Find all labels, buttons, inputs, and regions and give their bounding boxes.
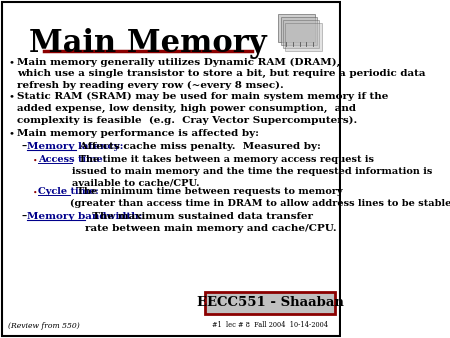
Text: Access time:: Access time:	[38, 155, 106, 164]
Text: –: –	[21, 212, 27, 221]
Text: –: –	[21, 142, 27, 151]
Text: •: •	[9, 58, 14, 67]
FancyBboxPatch shape	[205, 292, 335, 314]
Text: Memory bandwidth:: Memory bandwidth:	[27, 212, 143, 221]
Text: The maximum sustained data transfer
rate between main memory and cache/CPU.: The maximum sustained data transfer rate…	[86, 212, 337, 233]
Text: Affects cache miss penalty.  Measured by:: Affects cache miss penalty. Measured by:	[76, 142, 320, 151]
FancyBboxPatch shape	[285, 23, 322, 51]
Text: which use a single transistor to store a bit, but require a periodic data
refres: which use a single transistor to store a…	[17, 69, 425, 90]
Text: Main memory performance is affected by:: Main memory performance is affected by:	[17, 129, 259, 138]
FancyBboxPatch shape	[279, 14, 315, 42]
Text: •: •	[9, 92, 14, 101]
Text: The time it takes between a memory access request is
issued to main memory and t: The time it takes between a memory acces…	[72, 155, 432, 188]
FancyBboxPatch shape	[281, 17, 317, 45]
Text: •: •	[32, 189, 37, 196]
Text: Main memory generally utilizes Dynamic RAM (DRAM),: Main memory generally utilizes Dynamic R…	[17, 58, 340, 67]
Text: #1  lec # 8  Fall 2004  10-14-2004: #1 lec # 8 Fall 2004 10-14-2004	[212, 321, 328, 329]
Text: •: •	[9, 129, 14, 138]
FancyBboxPatch shape	[283, 20, 320, 48]
Text: Static RAM (SRAM) may be used for main system memory if the
added expense, low d: Static RAM (SRAM) may be used for main s…	[17, 92, 388, 125]
Text: Memory latency:: Memory latency:	[27, 142, 124, 151]
Text: (Review from 550): (Review from 550)	[8, 322, 79, 330]
Text: Cycle time:: Cycle time:	[38, 187, 99, 196]
Text: EECC551 - Shaaban: EECC551 - Shaaban	[197, 296, 343, 310]
Text: •: •	[32, 156, 37, 165]
Text: The minimum time between requests to memory
(greater than access time in DRAM to: The minimum time between requests to mem…	[70, 187, 450, 208]
Text: Main Memory: Main Memory	[29, 28, 267, 59]
FancyBboxPatch shape	[1, 2, 340, 336]
